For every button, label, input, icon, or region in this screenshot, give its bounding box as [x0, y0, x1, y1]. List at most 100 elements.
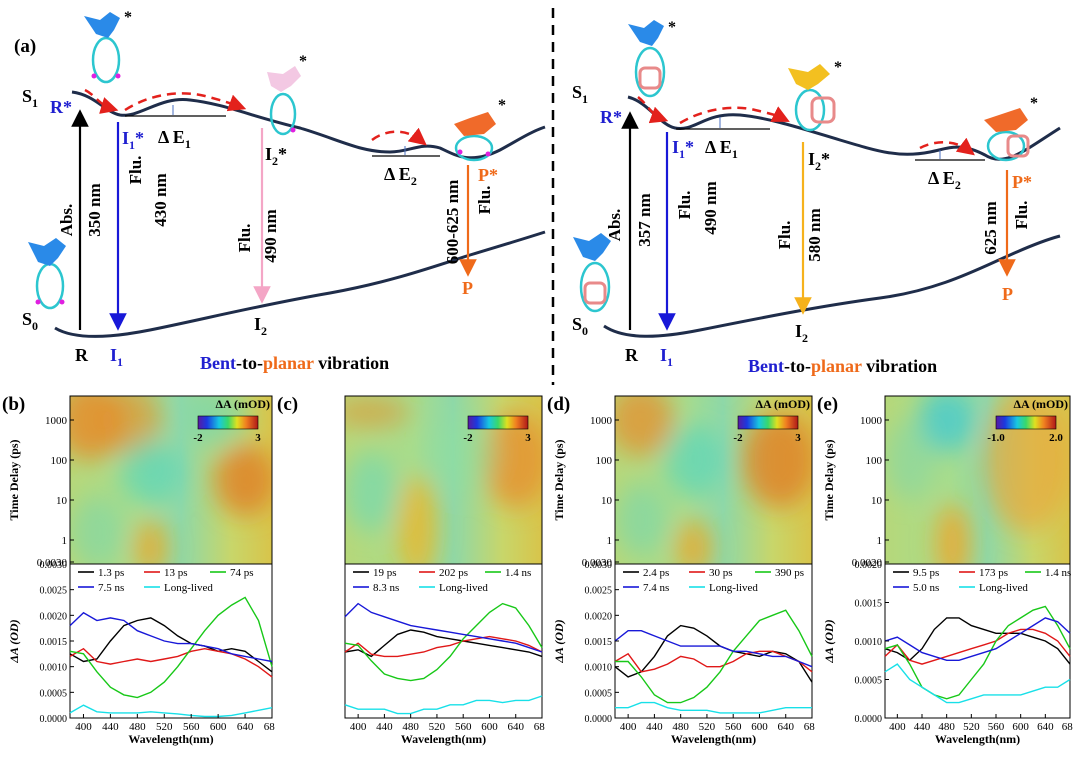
- heatmap-body: [70, 396, 272, 564]
- series-line-1: [344, 635, 543, 658]
- x-axis-label: Wavelength(nm): [128, 732, 213, 746]
- heat-y-label: Time Delay (ps): [822, 439, 836, 520]
- heatmap-feature: [664, 424, 724, 496]
- line-y-tick-label: 0.0020: [40, 611, 68, 622]
- heatmap-feature: [615, 484, 668, 556]
- svg-text:I2: I2: [795, 321, 808, 345]
- heatmap-feature: [214, 444, 272, 516]
- energy-diagrams: (a) S1 S0 R* I1* I2* P* Δ E1 Δ E2 R I1 I…: [14, 8, 1061, 385]
- heat-y-tick-label: 1: [62, 535, 68, 547]
- line-y-label: ΔA (OD): [552, 619, 566, 663]
- svg-text:357 nm: 357 nm: [635, 193, 654, 246]
- series-line-2: [344, 602, 543, 682]
- series-line-2: [69, 596, 273, 699]
- caption-left: Bent-to-planar vibration: [200, 353, 389, 373]
- x-tick-label: 440: [102, 721, 119, 733]
- series-line-3: [614, 630, 813, 668]
- colorbar-max-label: 3: [255, 432, 261, 444]
- panel-c: (c) -2 3 19 ps 202 ps 1.4 ns 8.3 ns Long-lived 4…: [275, 388, 551, 754]
- x-tick-label: 480: [672, 721, 689, 733]
- line-plot-frame: [884, 563, 1071, 719]
- heat-y-tick-label: 10: [871, 495, 883, 507]
- svg-text:Abs.: Abs.: [57, 204, 76, 237]
- kinetics-chart-0: (b) ΔA (mOD) -2 3 1000 100 10 1 0.0030 Time Delay…: [2, 394, 281, 746]
- svg-text:Flu.: Flu.: [675, 191, 694, 220]
- svg-text:I2: I2: [254, 314, 267, 338]
- line-y-tick-label: 0.0010: [855, 637, 883, 648]
- x-tick-label: 520: [963, 721, 980, 733]
- svg-text:*: *: [834, 59, 842, 76]
- line-y-tick-label: 0.0030: [40, 560, 68, 571]
- legend-label: 74 ps: [230, 567, 254, 579]
- heat-y-tick-label: 1: [877, 535, 883, 547]
- heatmap-feature: [615, 396, 675, 456]
- heatmap-feature: [345, 396, 411, 428]
- series-line-1: [884, 628, 1071, 665]
- line-y-tick-label: 0.0005: [40, 688, 68, 699]
- colorbar-min-label: -1.0: [987, 432, 1005, 444]
- svg-text:I2*: I2*: [808, 149, 830, 173]
- line-y-tick-label: 0.0000: [855, 714, 883, 725]
- legend-label: 1.4 ns: [1045, 567, 1071, 579]
- svg-text:Flu.: Flu.: [235, 224, 254, 253]
- label-p-star-left: P*: [478, 165, 498, 185]
- series-line-1: [69, 647, 273, 678]
- series-line-3: [69, 611, 273, 663]
- line-plot-frame: [344, 563, 543, 719]
- molecule-icon: *: [984, 95, 1038, 162]
- heat-y-tick-label: 1000: [590, 415, 613, 427]
- x-axis-label: Wavelength(nm): [935, 732, 1020, 746]
- legend-label: 1.4 ns: [505, 567, 531, 579]
- legend-label: 2.4 ps: [643, 567, 669, 579]
- legend-label: 19 ps: [373, 567, 397, 579]
- colorbar-max-label: 3: [525, 432, 531, 444]
- caption-right: Bent-to-planar vibration: [748, 356, 937, 376]
- svg-text:I2*: I2*: [265, 144, 287, 168]
- legend-label: Long-lived: [164, 582, 213, 594]
- molecule-icon: *: [628, 19, 676, 98]
- heat-y-tick-label: 1000: [860, 415, 883, 427]
- heat-y-label: Time Delay (ps): [7, 439, 21, 520]
- panel-letter: (d): [547, 394, 570, 415]
- line-y-tick-label: 0.0020: [585, 611, 613, 622]
- legend-label: 7.5 ns: [98, 582, 124, 594]
- x-tick-label: 600: [210, 721, 227, 733]
- legend-label: Long-lived: [979, 582, 1028, 594]
- x-tick-label: 440: [914, 721, 931, 733]
- x-tick-label: 680: [264, 721, 275, 733]
- line-y-tick-label: 0.0015: [40, 637, 68, 648]
- x-tick-label: 560: [725, 721, 742, 733]
- series-line-4: [69, 704, 273, 718]
- s0-surface-right: [603, 234, 1061, 338]
- line-y-tick-label: 0.0025: [585, 586, 613, 597]
- svg-text:625 nm: 625 nm: [981, 201, 1000, 254]
- svg-text:*: *: [124, 9, 132, 26]
- x-axis-label: Wavelength(nm): [401, 732, 486, 746]
- line-y-tick-label: 0.0005: [855, 676, 883, 687]
- line-y-tick-label: 0.0005: [585, 688, 613, 699]
- x-tick-label: 640: [777, 721, 794, 733]
- x-tick-label: 520: [156, 721, 173, 733]
- x-tick-label: 600: [751, 721, 768, 733]
- colorbar-title: ΔA (mOD): [755, 397, 810, 411]
- colorbar: [737, 415, 799, 430]
- x-tick-label: 640: [237, 721, 254, 733]
- svg-text:*: *: [299, 53, 307, 70]
- series-line-0: [344, 629, 543, 658]
- x-tick-label: 480: [938, 721, 955, 733]
- svg-text:Flu.: Flu.: [775, 221, 794, 250]
- svg-text:I1: I1: [110, 345, 123, 369]
- heatmap-feature: [983, 396, 1070, 532]
- svg-text:R*: R*: [600, 107, 622, 127]
- svg-text:Δ E2: Δ E2: [928, 168, 961, 192]
- series-line-1: [614, 650, 813, 673]
- x-tick-label: 480: [402, 721, 419, 733]
- legend-label: 1.3 ps: [98, 567, 124, 579]
- x-tick-label: 560: [988, 721, 1005, 733]
- svg-text:S1: S1: [572, 82, 588, 106]
- legend-label: 5.0 ns: [913, 582, 939, 594]
- s1-surface-left: [71, 90, 546, 160]
- legend-label: Long-lived: [439, 582, 488, 594]
- svg-text:Flu.: Flu.: [475, 186, 494, 215]
- svg-text:Abs.: Abs.: [605, 209, 624, 242]
